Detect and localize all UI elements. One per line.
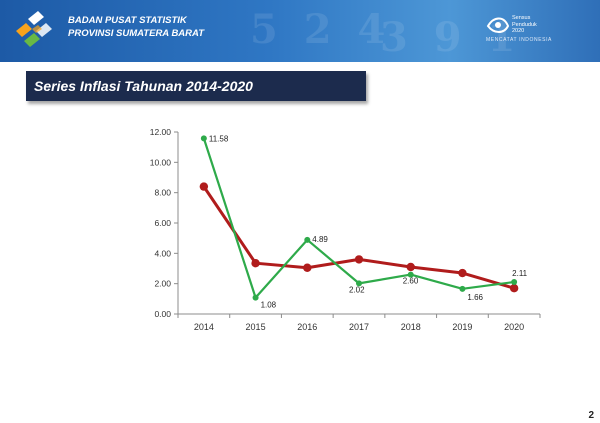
series-1-point (356, 280, 362, 287)
census-logo-icon (486, 17, 510, 33)
series-1-point (252, 294, 259, 301)
census-line-2: Penduduk (512, 21, 537, 28)
org-line-1: BADAN PUSAT STATISTIK (68, 15, 187, 26)
series-2-line (202, 185, 515, 290)
x-tick-label: 2016 (297, 322, 317, 332)
series-2-point (406, 262, 415, 272)
y-tick-label: 2.00 (154, 279, 171, 289)
y-tick-label: 12.00 (150, 127, 172, 137)
x-tick-label: 2014 (194, 322, 214, 332)
census-subtitle: MENCATAT INDONESIA (486, 37, 552, 43)
series-2-point (303, 263, 312, 272)
x-tick-label: 2015 (246, 322, 266, 332)
x-tick-label: 2017 (349, 322, 369, 332)
census-text: Sensus Penduduk 2020 (512, 15, 537, 35)
data-label: 1.66 (467, 293, 483, 302)
inflation-line-chart: 0.00 2.00 4.00 6.00 8.00 10.00 12.00 2014 2015 20… (150, 127, 541, 332)
series-1-point (304, 236, 311, 243)
series-2-point (354, 255, 364, 264)
y-tick-label: 4.00 (154, 248, 171, 258)
y-tick-label: 0.00 (154, 309, 171, 319)
data-label: 11.58 (209, 134, 229, 143)
census-line-1: Sensus (512, 15, 531, 21)
x-tick-label: 2020 (504, 322, 524, 332)
bps-logo-icon (16, 11, 52, 47)
series-2-point (251, 258, 260, 268)
header-banner: 5 2 4 3 9 1 BADAN PUSAT STATISTIK PROVIN… (0, 0, 600, 62)
series-2-point (509, 284, 519, 293)
series-1-point (511, 278, 518, 285)
decorative-numbers: 5 2 4 (250, 6, 392, 53)
census-line-3: 2020 (512, 28, 525, 34)
series-2-point (458, 268, 467, 278)
data-label: 2.02 (349, 285, 365, 294)
org-line-2: PROVINSI SUMATERA BARAT (68, 28, 204, 39)
slide-title-box: Series Inflasi Tahunan 2014-2020 (26, 71, 366, 101)
data-label: 1.08 (261, 301, 277, 310)
series-1-point (200, 135, 207, 142)
data-label: 2.11 (512, 269, 528, 278)
x-tick-label: 2019 (452, 322, 472, 332)
x-tick-label: 2018 (401, 322, 421, 332)
decorative-numbers-2: 3 9 1 (380, 14, 522, 61)
data-label: 2.60 (403, 277, 419, 286)
organization-name: BADAN PUSAT STATISTIK PROVINSI SUMATERA … (68, 14, 204, 40)
slide-number: 2 (588, 410, 594, 421)
slide-title: Series Inflasi Tahunan 2014-2020 (34, 78, 253, 94)
series-1-point (459, 285, 466, 292)
y-tick-label: 10.00 (150, 157, 172, 167)
y-tick-label: 8.00 (154, 188, 171, 198)
series-2-point (199, 182, 209, 191)
data-label: 4.89 (312, 235, 328, 244)
series-1-point (407, 271, 414, 278)
y-tick-label: 6.00 (154, 218, 171, 228)
